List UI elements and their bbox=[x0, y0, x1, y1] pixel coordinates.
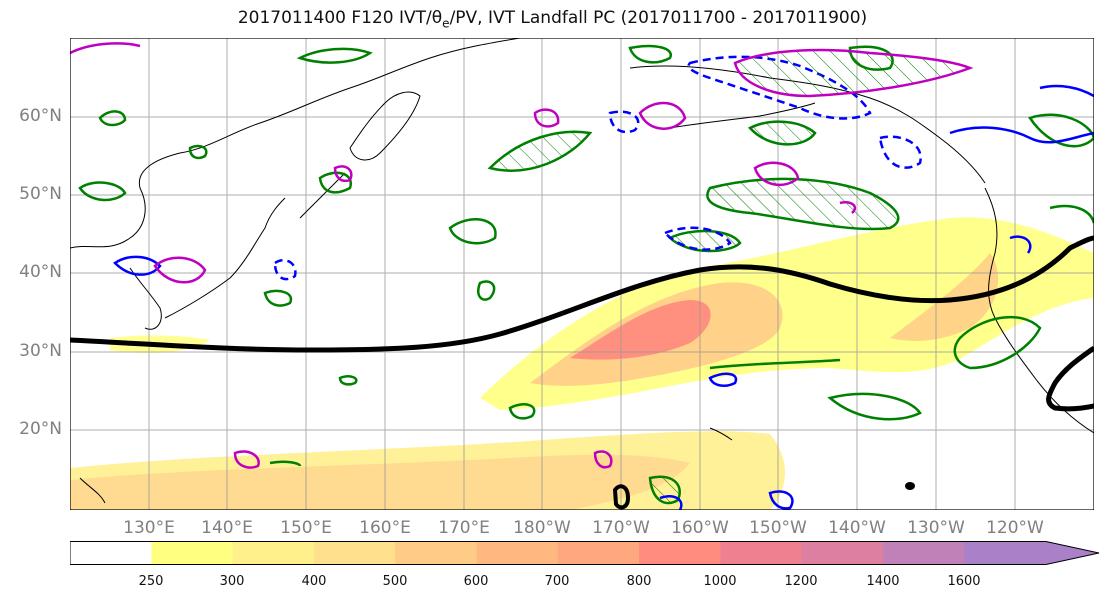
colorbar-tick-300: 300 bbox=[219, 574, 245, 589]
lon-label-150w: 150°W bbox=[749, 518, 807, 538]
hawaii-islands bbox=[709, 427, 733, 441]
map-title: 2017011400 F120 IVT/θe/PV, IVT Landfall … bbox=[237, 8, 868, 31]
colorbar bbox=[70, 541, 1100, 565]
lon-label-120w: 120°W bbox=[986, 518, 1044, 538]
colorbar-segment bbox=[232, 541, 315, 565]
lon-label-140w: 140°W bbox=[828, 518, 886, 538]
pc-dot bbox=[905, 482, 915, 490]
ivt-plume-east bbox=[890, 253, 999, 341]
colorbar-tick-250: 250 bbox=[138, 574, 164, 589]
magenta-contours bbox=[70, 42, 974, 469]
colorbar-segment bbox=[883, 541, 965, 565]
pv-contours bbox=[78, 44, 1094, 505]
asia-coast bbox=[70, 38, 521, 249]
colorbar-tick-1400: 1400 bbox=[866, 574, 900, 589]
lon-label-150e: 150°E bbox=[280, 518, 332, 538]
lat-label-50: 50°N bbox=[19, 184, 62, 204]
colorbar-tick-1200: 1200 bbox=[784, 574, 818, 589]
colorbar-segment bbox=[70, 541, 152, 565]
kuril-islands bbox=[299, 172, 346, 219]
lat-label-60: 60°N bbox=[19, 106, 62, 126]
ivt-shading bbox=[70, 217, 1094, 510]
ivt-plume-core bbox=[570, 300, 711, 360]
lon-label-170w: 170°W bbox=[592, 518, 650, 538]
colorbar-segment bbox=[801, 541, 884, 565]
gridlines bbox=[70, 38, 1094, 510]
lon-label-160w: 160°W bbox=[671, 518, 729, 538]
kamchatka-coast bbox=[349, 91, 421, 161]
lon-label-130w: 130°W bbox=[907, 518, 965, 538]
colorbar-segment bbox=[720, 541, 803, 565]
lon-label-170e: 170°E bbox=[438, 518, 490, 538]
alaska-coast bbox=[629, 65, 986, 184]
lon-label-180w: 180°W bbox=[513, 518, 571, 538]
colorbar-tick-700: 700 bbox=[544, 574, 570, 589]
colorbar-tick-400: 400 bbox=[301, 574, 327, 589]
theta-contours bbox=[113, 55, 1094, 510]
lat-label-20: 20°N bbox=[19, 419, 62, 439]
colorbar-tick-1000: 1000 bbox=[703, 574, 737, 589]
japan-coast bbox=[164, 197, 286, 319]
colorbar-segment bbox=[557, 541, 640, 565]
colorbar-segment bbox=[395, 541, 477, 565]
philippines-coast bbox=[79, 477, 106, 504]
pc-line bbox=[70, 235, 1094, 353]
colorbar-segment bbox=[476, 541, 559, 565]
lon-label-130e: 130°E bbox=[123, 518, 175, 538]
colorbar-tick-600: 600 bbox=[463, 574, 489, 589]
pc-small-ring bbox=[612, 484, 631, 510]
colorbar-tick-1600: 1600 bbox=[947, 574, 981, 589]
colorbar-segment bbox=[639, 541, 721, 565]
colorbar-segment bbox=[313, 541, 396, 565]
aleutian-islands bbox=[669, 102, 816, 129]
colorbar-segment bbox=[964, 541, 1099, 565]
colorbar-segment bbox=[151, 541, 234, 565]
colorbar-tick-800: 800 bbox=[626, 574, 652, 589]
lon-label-160e: 160°E bbox=[359, 518, 411, 538]
lon-label-140e: 140°E bbox=[201, 518, 253, 538]
map-panel bbox=[70, 38, 1094, 510]
colorbar-tick-500: 500 bbox=[382, 574, 408, 589]
korea-coast bbox=[129, 267, 162, 330]
lat-label-30: 30°N bbox=[19, 341, 62, 361]
lat-label-40: 40°N bbox=[19, 262, 62, 282]
pc-line-east bbox=[1046, 345, 1094, 412]
ivt-south-band-inner bbox=[70, 454, 690, 510]
coastlines bbox=[70, 38, 1094, 504]
